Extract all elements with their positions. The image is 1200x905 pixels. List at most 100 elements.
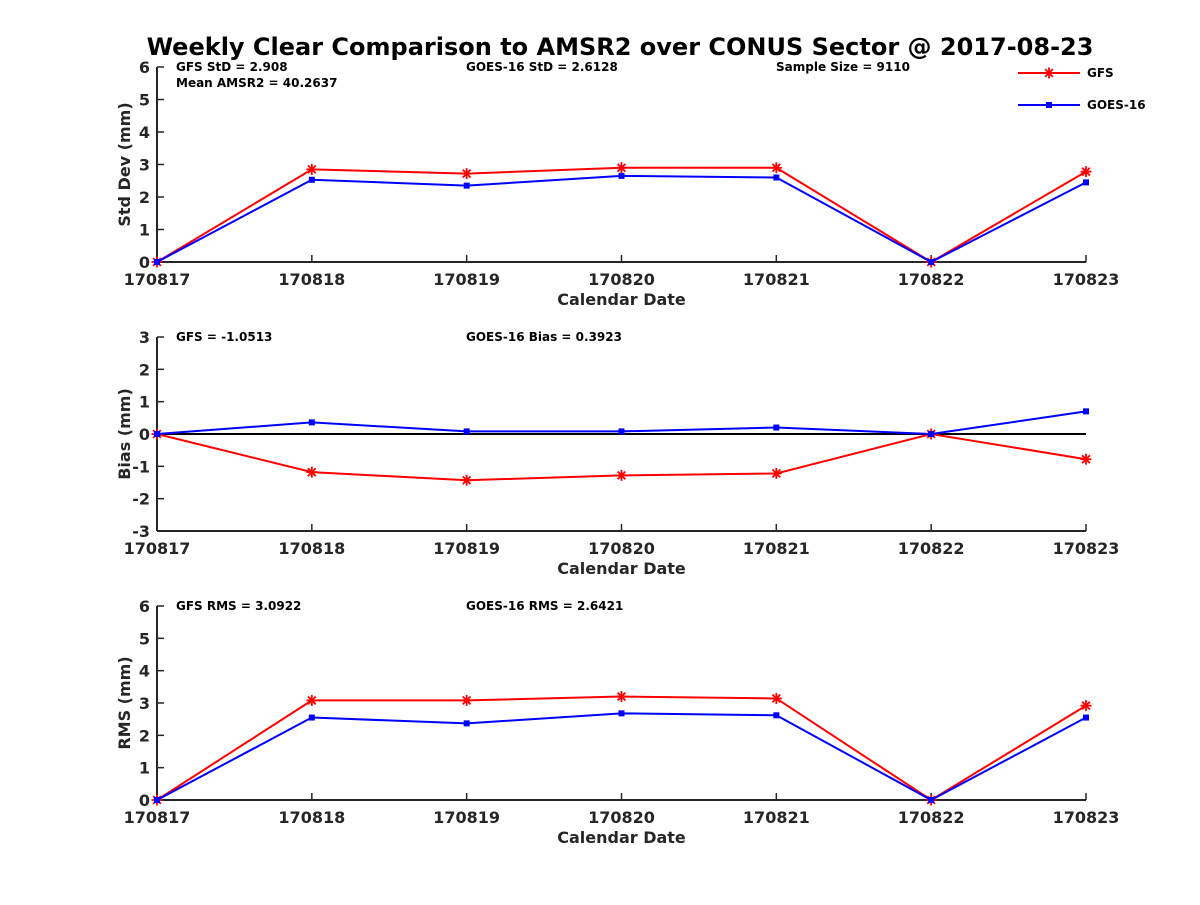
std-annotation: Mean AMSR2 = 40.2637 bbox=[176, 76, 337, 90]
bias-annotation: GOES-16 Bias = 0.3923 bbox=[466, 330, 622, 344]
rms-y-axis-label: RMS (mm) bbox=[115, 656, 134, 749]
bias-ytick-label: -1 bbox=[132, 457, 150, 476]
rms-series-goes-16-line bbox=[156, 712, 1087, 802]
bias-series-gfs-point bbox=[306, 466, 318, 478]
bias-series-goes-16-point bbox=[463, 428, 470, 435]
bias-xtick-label: 170822 bbox=[898, 539, 965, 558]
std-series-gfs-point bbox=[461, 168, 473, 180]
std-xtick-label: 170819 bbox=[433, 270, 500, 289]
bias-series-goes-16-point bbox=[154, 431, 160, 437]
std-xtick-label: 170821 bbox=[743, 270, 810, 289]
std-xtick-label: 170823 bbox=[1053, 270, 1120, 289]
rms-xtick-label: 170823 bbox=[1053, 808, 1120, 827]
rms-xtick-label: 170822 bbox=[898, 808, 965, 827]
bias-annotation: GFS = -1.0513 bbox=[176, 330, 272, 344]
bias-ytick-label: -3 bbox=[132, 522, 150, 541]
rms-series-gfs-point bbox=[1080, 700, 1092, 712]
rms-series-gfs-point bbox=[461, 694, 473, 706]
rms-series-goes-16-point bbox=[928, 797, 935, 803]
std-xtick-label: 170822 bbox=[898, 270, 965, 289]
std-series-goes-16-point bbox=[154, 259, 160, 265]
rms-series-gfs-point bbox=[616, 691, 627, 703]
std-series-goes-16-point bbox=[463, 182, 470, 189]
bias-ytick-label: 3 bbox=[139, 328, 150, 347]
std-series-goes-16-point bbox=[928, 259, 935, 265]
bias-xtick-label: 170821 bbox=[743, 539, 810, 558]
rms-annotation: GOES-16 RMS = 2.6421 bbox=[466, 599, 623, 613]
chart-title: Weekly Clear Comparison to AMSR2 over CO… bbox=[147, 33, 1094, 61]
rms-series-goes-16-point bbox=[154, 797, 160, 803]
bias-series-goes-16-point bbox=[773, 424, 780, 431]
rms-xtick-label: 170821 bbox=[743, 808, 810, 827]
std-annotation: Sample Size = 9110 bbox=[776, 60, 910, 74]
rms-series-goes-16-point bbox=[308, 714, 315, 721]
rms-xtick-label: 170819 bbox=[433, 808, 500, 827]
std-series-goes-16-line bbox=[156, 174, 1087, 264]
legend-marker-gfs bbox=[1043, 67, 1055, 79]
std-ytick-label: 1 bbox=[139, 221, 150, 240]
std-series-goes-16-point bbox=[1083, 179, 1089, 186]
std-xtick-label: 170820 bbox=[588, 270, 655, 289]
bias-xtick-label: 170823 bbox=[1053, 539, 1120, 558]
rms-ytick-label: 4 bbox=[139, 662, 150, 681]
std-series-gfs-point bbox=[616, 162, 627, 174]
std-y-axis-label: Std Dev (mm) bbox=[115, 102, 134, 226]
rms-ytick-label: 0 bbox=[139, 791, 150, 810]
bias-series-gfs-point bbox=[770, 467, 782, 479]
rms-series-goes-16-point bbox=[773, 712, 780, 719]
rms-series-goes-16-point bbox=[463, 720, 470, 727]
rms-series-goes-16-point bbox=[1083, 714, 1089, 721]
bias-xtick-label: 170818 bbox=[278, 539, 345, 558]
legend-label-gfs: GFS bbox=[1087, 66, 1114, 80]
bias-series-gfs-point bbox=[1080, 453, 1092, 465]
rms-ytick-label: 1 bbox=[139, 759, 150, 778]
bias-ytick-label: -2 bbox=[132, 490, 150, 509]
std-series-gfs-point bbox=[306, 163, 318, 175]
bias-xtick-label: 170819 bbox=[433, 539, 500, 558]
std-series-gfs-line bbox=[156, 166, 1087, 264]
std-ytick-label: 6 bbox=[139, 58, 150, 77]
std-ytick-label: 2 bbox=[139, 188, 150, 207]
bias-series-gfs-point bbox=[461, 474, 473, 486]
std-series-goes-16-point bbox=[773, 174, 780, 181]
std-series-gfs-point bbox=[770, 162, 782, 174]
std-annotation: GFS StD = 2.908 bbox=[176, 60, 288, 74]
bias-ytick-label: 2 bbox=[139, 360, 150, 379]
std-ytick-label: 0 bbox=[139, 253, 150, 272]
bias-xtick-label: 170817 bbox=[124, 539, 191, 558]
rms-annotation: GFS RMS = 3.0922 bbox=[176, 599, 301, 613]
std-series-goes-16-point bbox=[618, 172, 625, 179]
bias-series-goes-16-point bbox=[308, 419, 315, 426]
rms-ytick-label: 5 bbox=[139, 629, 150, 648]
std-ytick-label: 5 bbox=[139, 91, 150, 110]
bias-xtick-label: 170820 bbox=[588, 539, 655, 558]
std-series-goes-16-point bbox=[308, 176, 315, 183]
bias-series-goes-16-point bbox=[928, 431, 935, 437]
std-annotation: GOES-16 StD = 2.6128 bbox=[466, 60, 618, 74]
rms-xtick-label: 170818 bbox=[278, 808, 345, 827]
std-ytick-label: 4 bbox=[139, 123, 150, 142]
rms-series-gfs-point bbox=[306, 694, 318, 706]
std-x-axis-label: Calendar Date bbox=[557, 290, 686, 309]
bias-y-axis-label: Bias (mm) bbox=[115, 388, 134, 480]
bias-x-axis-label: Calendar Date bbox=[557, 559, 686, 578]
bias-ytick-label: 1 bbox=[139, 393, 150, 412]
bias-series-gfs-point bbox=[616, 469, 627, 481]
legend-label-goes-16: GOES-16 bbox=[1087, 98, 1146, 112]
bias-series-goes-16-point bbox=[1083, 408, 1089, 415]
rms-series-goes-16-point bbox=[618, 710, 625, 717]
std-xtick-label: 170817 bbox=[124, 270, 191, 289]
rms-xtick-label: 170820 bbox=[588, 808, 655, 827]
rms-ytick-label: 6 bbox=[139, 597, 150, 616]
std-series-gfs-point bbox=[1080, 166, 1092, 178]
rms-series-gfs-point bbox=[770, 692, 782, 704]
rms-ytick-label: 3 bbox=[139, 694, 150, 713]
rms-x-axis-label: Calendar Date bbox=[557, 828, 686, 847]
rms-ytick-label: 2 bbox=[139, 726, 150, 745]
legend-marker-goes-16 bbox=[1046, 102, 1052, 108]
std-ytick-label: 3 bbox=[139, 156, 150, 175]
bias-ytick-label: 0 bbox=[139, 425, 150, 444]
bias-series-goes-16-point bbox=[618, 428, 625, 435]
